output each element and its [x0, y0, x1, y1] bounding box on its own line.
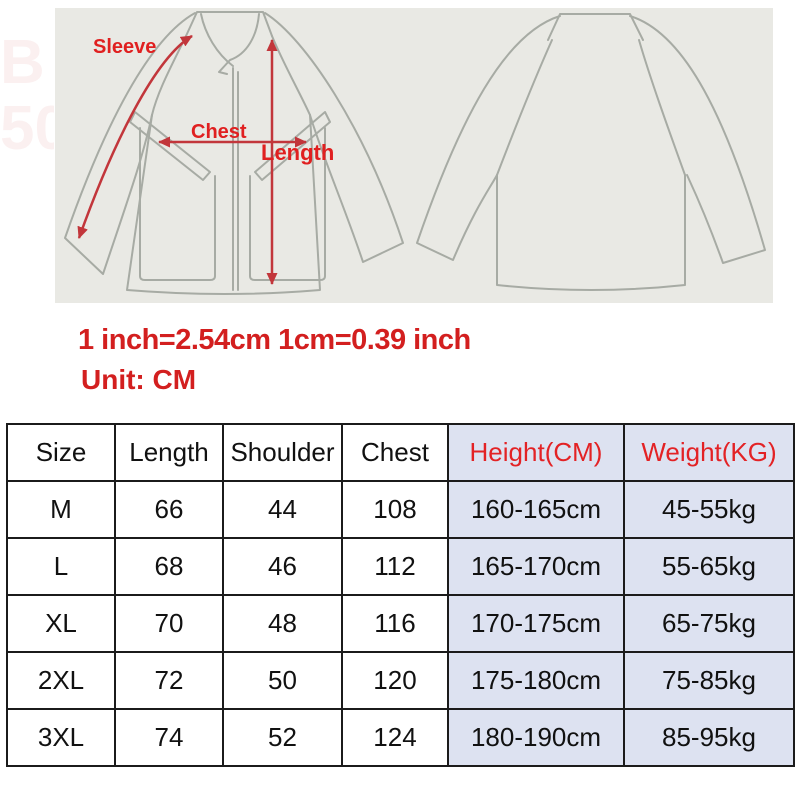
front-pocket-right	[249, 127, 326, 281]
cell-height: 170-175cm	[447, 594, 625, 653]
column-header-height: Height(CM)	[447, 423, 625, 482]
column-header-weight: Weight(KG)	[623, 423, 795, 482]
table-row-m: M 66 44 108 160-165cm 45-55kg	[6, 480, 795, 539]
jacket-measurement-diagram: Sleeve Chest Length	[55, 8, 773, 303]
cell-length: 74	[114, 708, 224, 767]
cell-height: 160-165cm	[447, 480, 625, 539]
table-row-l: L 68 46 112 165-170cm 55-65kg	[6, 537, 795, 596]
length-label: Length	[261, 140, 334, 165]
cell-weight: 65-75kg	[623, 594, 795, 653]
cell-chest: 112	[341, 537, 449, 596]
cell-weight: 85-95kg	[623, 708, 795, 767]
cell-length: 68	[114, 537, 224, 596]
table-row-3xl: 3XL 74 52 124 180-190cm 85-95kg	[6, 708, 795, 767]
table-row-xl: XL 70 48 116 170-175cm 65-75kg	[6, 594, 795, 653]
cell-size: 3XL	[6, 708, 116, 767]
diagram-background	[55, 8, 773, 303]
column-header-length: Length	[114, 423, 224, 482]
front-collar	[185, 11, 273, 37]
column-header-size: Size	[6, 423, 116, 482]
cell-weight: 55-65kg	[623, 537, 795, 596]
cell-size: M	[6, 480, 116, 539]
back-body	[496, 174, 686, 291]
cell-shoulder: 46	[222, 537, 343, 596]
cell-length: 66	[114, 480, 224, 539]
cell-chest: 116	[341, 594, 449, 653]
conversion-note: 1 inch=2.54cm 1cm=0.39 inch	[78, 324, 471, 356]
cell-shoulder: 48	[222, 594, 343, 653]
cell-shoulder: 50	[222, 651, 343, 710]
cell-size: XL	[6, 594, 116, 653]
front-lapel-right	[218, 13, 260, 75]
cell-height: 180-190cm	[447, 708, 625, 767]
measurement-arrows	[77, 34, 307, 285]
cell-shoulder: 44	[222, 480, 343, 539]
column-header-shoulder: Shoulder	[222, 423, 343, 482]
cell-size: L	[6, 537, 116, 596]
front-sleeve-right	[264, 12, 404, 263]
cell-height: 165-170cm	[447, 537, 625, 596]
header-row: Size Length Shoulder Chest Height(CM) We…	[6, 423, 795, 482]
table-row-2xl: 2XL 72 50 120 175-180cm 75-85kg	[6, 651, 795, 710]
watermark-fragment: B	[0, 30, 45, 97]
cell-weight: 75-85kg	[623, 651, 795, 710]
front-pocket-left	[139, 127, 216, 281]
sleeve-arrow	[77, 34, 193, 239]
cell-length: 70	[114, 594, 224, 653]
chest-label: Chest	[191, 121, 247, 143]
back-jacket-outline	[416, 13, 766, 291]
column-header-chest: Chest	[341, 423, 449, 482]
unit-notes: 1 inch=2.54cm 1cm=0.39 inch Unit: CM	[78, 323, 471, 397]
cell-weight: 45-55kg	[623, 480, 795, 539]
cell-chest: 120	[341, 651, 449, 710]
sleeve-label: Sleeve	[93, 36, 156, 58]
cell-size: 2XL	[6, 651, 116, 710]
front-pocket-flap-right	[254, 111, 331, 181]
cell-chest: 108	[341, 480, 449, 539]
cell-length: 72	[114, 651, 224, 710]
watermark: B 50	[0, 30, 54, 180]
cell-shoulder: 52	[222, 708, 343, 767]
front-body	[126, 114, 321, 295]
size-chart-table: Size Length Shoulder Chest Height(CM) We…	[6, 423, 795, 767]
back-collar	[547, 13, 644, 41]
back-raglan-right	[638, 39, 686, 176]
back-sleeve-right	[629, 15, 766, 264]
cell-chest: 124	[341, 708, 449, 767]
unit-note: Unit: CM	[81, 364, 197, 395]
watermark-text: 50	[0, 94, 54, 163]
back-raglan-left	[496, 39, 553, 176]
cell-height: 175-180cm	[447, 651, 625, 710]
back-sleeve-left	[416, 15, 561, 261]
front-lapel-left	[200, 13, 234, 67]
front-placket	[232, 67, 239, 291]
